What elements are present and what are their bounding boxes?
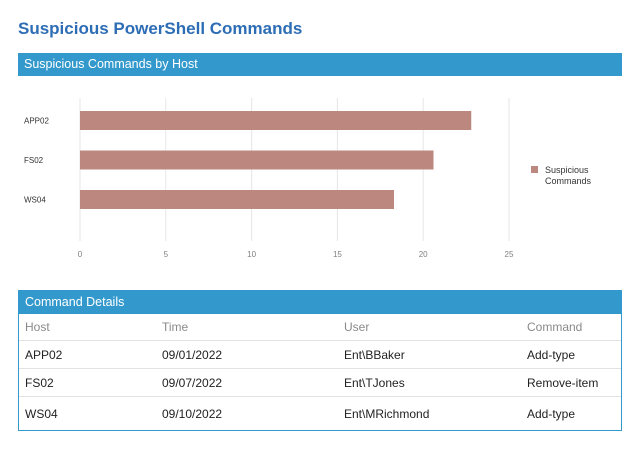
column-header-time[interactable]: Time <box>156 314 338 341</box>
cell-user: Ent\TJones <box>338 368 521 397</box>
x-tick-label: 20 <box>419 250 428 259</box>
cell-command: Add-type <box>521 340 621 369</box>
table-row[interactable]: APP02 09/01/2022 Ent\BBaker Add-type <box>19 340 621 369</box>
command-details-table: Host Time User Command APP02 09/01/2022 … <box>19 314 621 431</box>
bar <box>80 150 434 170</box>
cell-user: Ent\BBaker <box>338 340 521 369</box>
table-panel-header: Command Details <box>19 291 621 314</box>
cell-command: Add-type <box>527 407 576 421</box>
x-tick-label: 0 <box>78 250 83 259</box>
page-title: Suspicious PowerShell Commands <box>18 19 303 38</box>
x-tick-label: 5 <box>164 250 169 259</box>
column-header-command[interactable]: Command <box>521 314 621 341</box>
y-category-label: WS04 <box>24 196 46 205</box>
cell-host: APP02 <box>19 340 156 369</box>
legend-swatch <box>531 166 538 173</box>
bar <box>80 111 472 130</box>
table-row[interactable]: WS04 09/10/2022 Ent\MRichmond Add-type <box>19 397 621 432</box>
table-row[interactable]: FS02 09/07/2022 Ent\TJones Remove-item <box>19 368 621 397</box>
y-category-label: FS02 <box>24 156 44 165</box>
legend-label: Suspicious <box>545 165 589 175</box>
legend-label: Commands <box>545 176 592 186</box>
x-tick-label: 10 <box>247 250 256 259</box>
cell-user: Ent\MRichmond <box>344 407 430 421</box>
cell-host: FS02 <box>19 368 156 397</box>
cell-command: Remove-item <box>521 368 621 397</box>
column-header-host[interactable]: Host <box>19 314 156 341</box>
bar <box>80 190 395 209</box>
column-header-user[interactable]: User <box>338 314 521 341</box>
y-category-label: APP02 <box>24 117 49 126</box>
table-header-row: Host Time User Command <box>19 314 621 341</box>
bar-chart: 0 5 10 15 20 25 APP02 FS02 WS04 SuspiciousCommand… <box>24 98 592 259</box>
cell-time: 09/10/2022 <box>162 407 223 421</box>
x-tick-label: 15 <box>333 250 342 259</box>
cell-time: 09/07/2022 <box>156 368 338 397</box>
cell-time: 09/01/2022 <box>156 340 338 369</box>
x-tick-label: 25 <box>505 250 514 259</box>
command-details-panel: Command Details Host Time User Command A… <box>18 290 622 431</box>
chart-panel-header: Suspicious Commands by Host <box>18 53 622 76</box>
cell-host: WS04 <box>25 407 58 421</box>
